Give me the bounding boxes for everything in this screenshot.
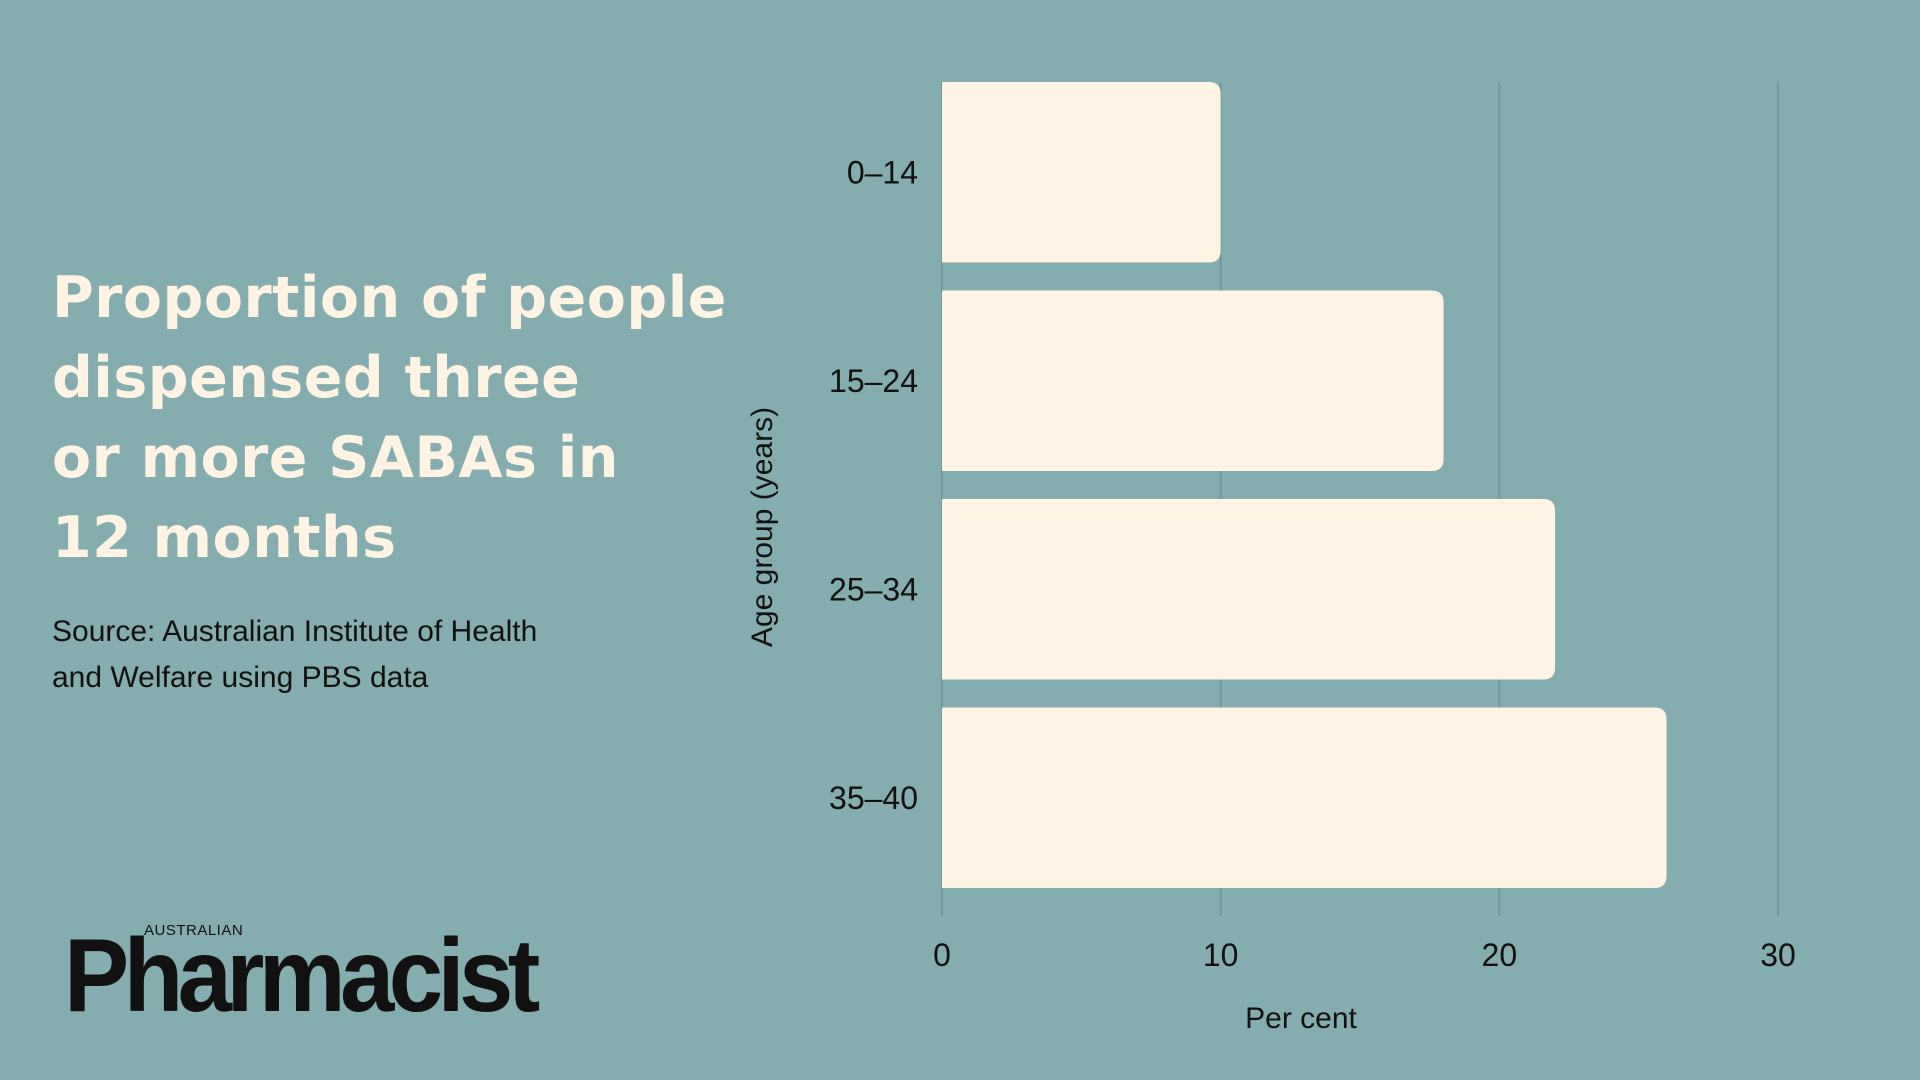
- category-label: 15–24: [829, 363, 918, 399]
- y-axis-label: Age group (years): [746, 407, 779, 647]
- source-note: Source: Australian Institute of Health a…: [52, 609, 612, 701]
- source-line: Source: Australian Institute of Health: [52, 615, 538, 648]
- x-tick-labels: 0 10 20 30: [933, 937, 1796, 973]
- title-line: dispensed three: [52, 345, 581, 411]
- title-line: or more SABAs in: [52, 425, 619, 491]
- logo-wordmark: Pharmacist: [64, 918, 540, 1034]
- logo-subtitle: AUSTRALIAN: [144, 922, 244, 939]
- source-line: and Welfare using PBS data: [52, 661, 429, 694]
- x-axis-label: Per cent: [1245, 1002, 1357, 1035]
- x-tick-label: 20: [1482, 937, 1518, 973]
- category-labels: 0–14 15–24 25–34 35–40: [829, 154, 918, 816]
- x-tick-label: 0: [933, 937, 951, 973]
- bar: [942, 290, 1444, 471]
- chart-title: Proportion of people dispensed three or …: [52, 258, 732, 578]
- title-line: Proportion of people: [52, 265, 727, 331]
- x-tick-label: 10: [1203, 937, 1239, 973]
- category-label: 25–34: [829, 571, 918, 607]
- bar: [942, 499, 1556, 680]
- x-tick-label: 30: [1760, 937, 1796, 973]
- bar: [942, 82, 1221, 263]
- bars: [942, 82, 1667, 888]
- category-label: 0–14: [847, 154, 918, 190]
- bar: [942, 707, 1667, 888]
- pharmacist-logo: AUSTRALIAN Pharmacist: [64, 922, 544, 1028]
- title-line: 12 months: [52, 505, 397, 571]
- category-label: 35–40: [829, 780, 918, 816]
